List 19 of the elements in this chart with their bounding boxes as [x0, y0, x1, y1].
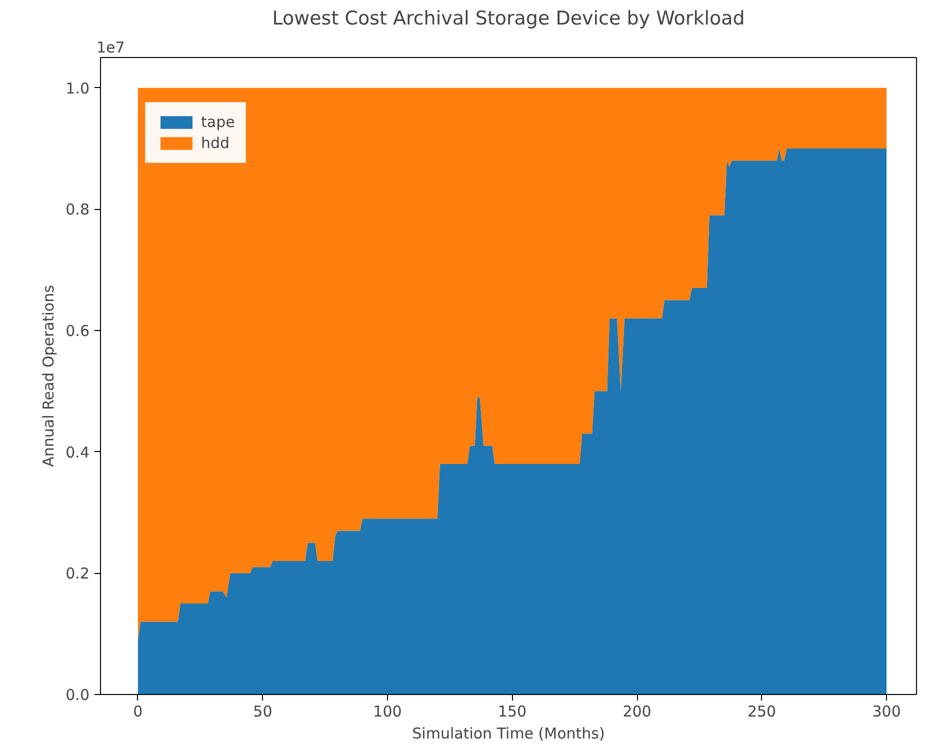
x-tick-label: 0: [133, 702, 143, 720]
x-tick-label: 300: [872, 702, 901, 720]
x-tick-label: 100: [373, 702, 402, 720]
x-tick-label: 200: [622, 702, 652, 720]
y-tick-label: 0.2: [66, 564, 90, 583]
y-tick-label: 0.4: [66, 443, 90, 462]
y-axis-title: Annual Read Operations: [40, 284, 58, 467]
chart-title: Lowest Cost Archival Storage Device by Workload: [272, 8, 745, 30]
y-tick-label: 0.6: [66, 322, 90, 340]
x-tick-label: 150: [498, 702, 527, 720]
legend-label: hdd: [201, 134, 230, 152]
text: 1e7: [96, 38, 125, 56]
legend-label: tape: [201, 113, 235, 131]
y-tick-label: 0.0: [66, 686, 90, 704]
x-tick-label: 50: [253, 702, 272, 720]
x-tick-label: 250: [747, 702, 776, 720]
y-tick-label: 1.0: [66, 79, 90, 98]
y-tick-label: 0.8: [66, 200, 90, 219]
x-axis-title: Simulation Time (Months): [412, 724, 605, 742]
